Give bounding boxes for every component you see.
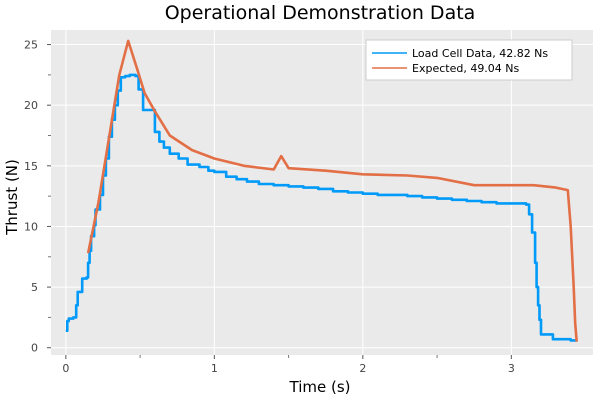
x-tick-label: 2 bbox=[359, 362, 366, 375]
x-axis: 0 1 2 3 bbox=[62, 355, 515, 375]
legend-box bbox=[365, 39, 573, 81]
series-layer bbox=[65, 39, 578, 342]
x-tick-label: 3 bbox=[508, 362, 515, 375]
legend-label-expected: Expected, 49.04 Ns bbox=[412, 62, 520, 75]
y-tick-label: 10 bbox=[24, 220, 38, 233]
legend: Load Cell Data, 42.82 Ns Expected, 49.04… bbox=[365, 39, 573, 81]
y-tick-label: 0 bbox=[31, 342, 38, 355]
y-tick-label: 15 bbox=[24, 160, 38, 173]
y-tick-label: 5 bbox=[31, 281, 38, 294]
legend-label-load-cell: Load Cell Data, 42.82 Ns bbox=[412, 47, 548, 60]
expected-series-line bbox=[86, 39, 578, 342]
y-axis: 0 5 10 15 20 25 bbox=[24, 39, 51, 355]
x-tick-label: 0 bbox=[62, 362, 69, 375]
y-tick-label: 25 bbox=[24, 39, 38, 52]
x-tick-label: 1 bbox=[211, 362, 218, 375]
chart-title: Operational Demonstration Data bbox=[165, 2, 476, 24]
y-tick-label: 20 bbox=[24, 99, 38, 112]
x-axis-label: Time (s) bbox=[289, 378, 351, 396]
y-axis-label: Thrust (N) bbox=[3, 159, 21, 236]
